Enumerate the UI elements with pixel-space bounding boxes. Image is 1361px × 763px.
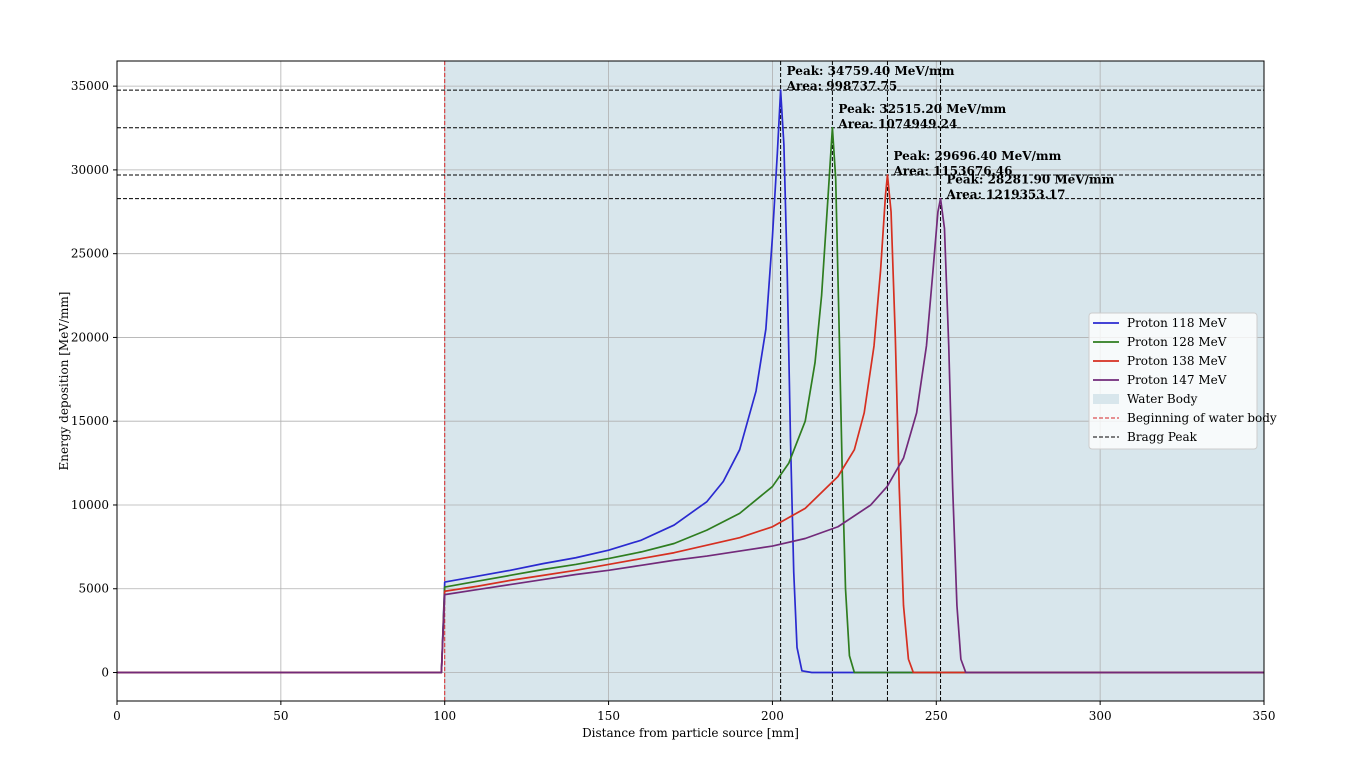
bragg-peak-hlines [117,89,1264,200]
x-tick-label: 100 [433,709,456,723]
y-tick-label: 0 [101,666,109,680]
x-tick-label: 350 [1253,709,1276,723]
legend-label: Proton 147 MeV [1127,373,1227,387]
plot-frame [116,60,1265,702]
legend-label: Bragg Peak [1127,430,1198,444]
bragg-peak-vlines [780,61,942,701]
legend-label: Proton 138 MeV [1127,354,1227,368]
x-tick-label: 0 [113,709,121,723]
series-line-0 [117,89,1264,674]
series-line-3 [117,197,1264,674]
y-tick-label: 25000 [71,247,109,261]
y-axis-label: Energy deposition [MeV/mm] [57,292,71,471]
x-axis-label: Distance from particle source [mm] [582,726,799,740]
series-lines [117,89,1264,674]
x-tick-label: 250 [925,709,948,723]
x-tick-label: 50 [273,709,288,723]
peak-value-label: Peak: 28281.90 MeV/mm [947,173,1115,187]
legend: Proton 118 MeV Proton 128 MeV Proton 138 M… [1088,312,1277,450]
legend-label: Proton 118 MeV [1127,316,1227,330]
legend-patch-swatch [1093,394,1119,404]
legend-label: Proton 128 MeV [1127,335,1227,349]
y-tick-label: 15000 [71,414,109,428]
legend-box [1088,312,1258,450]
y-tick-label: 5000 [78,582,109,596]
peak-area-label: Area: 1153676.46 [892,164,1012,178]
x-axis-ticks: 0 50 100 150 200 250 300 350 [113,701,1275,723]
series-line-1 [117,126,1264,674]
y-tick-label: 20000 [71,330,109,344]
x-tick-label: 200 [761,709,784,723]
peak-value-label: Peak: 29696.40 MeV/mm [893,149,1061,163]
y-tick-label: 10000 [71,498,109,512]
legend-label: Water Body [1127,392,1198,406]
x-tick-label: 300 [1089,709,1112,723]
peak-value-label: Peak: 34759.40 MeV/mm [787,64,955,78]
y-axis-ticks: 0 5000 10000 15000 20000 25000 30000 35000 [71,79,117,680]
legend-label: Beginning of water body [1127,411,1277,425]
peak-area-label: Area: 998737.75 [786,79,898,93]
peak-area-label: Area: 1219353.17 [946,188,1066,202]
peak-area-label: Area: 1074949.24 [837,117,957,131]
y-tick-label: 30000 [71,163,109,177]
series-line-2 [117,174,1264,674]
x-tick-label: 150 [597,709,620,723]
y-tick-label: 35000 [71,79,109,93]
peak-value-label: Peak: 32515.20 MeV/mm [838,102,1006,116]
